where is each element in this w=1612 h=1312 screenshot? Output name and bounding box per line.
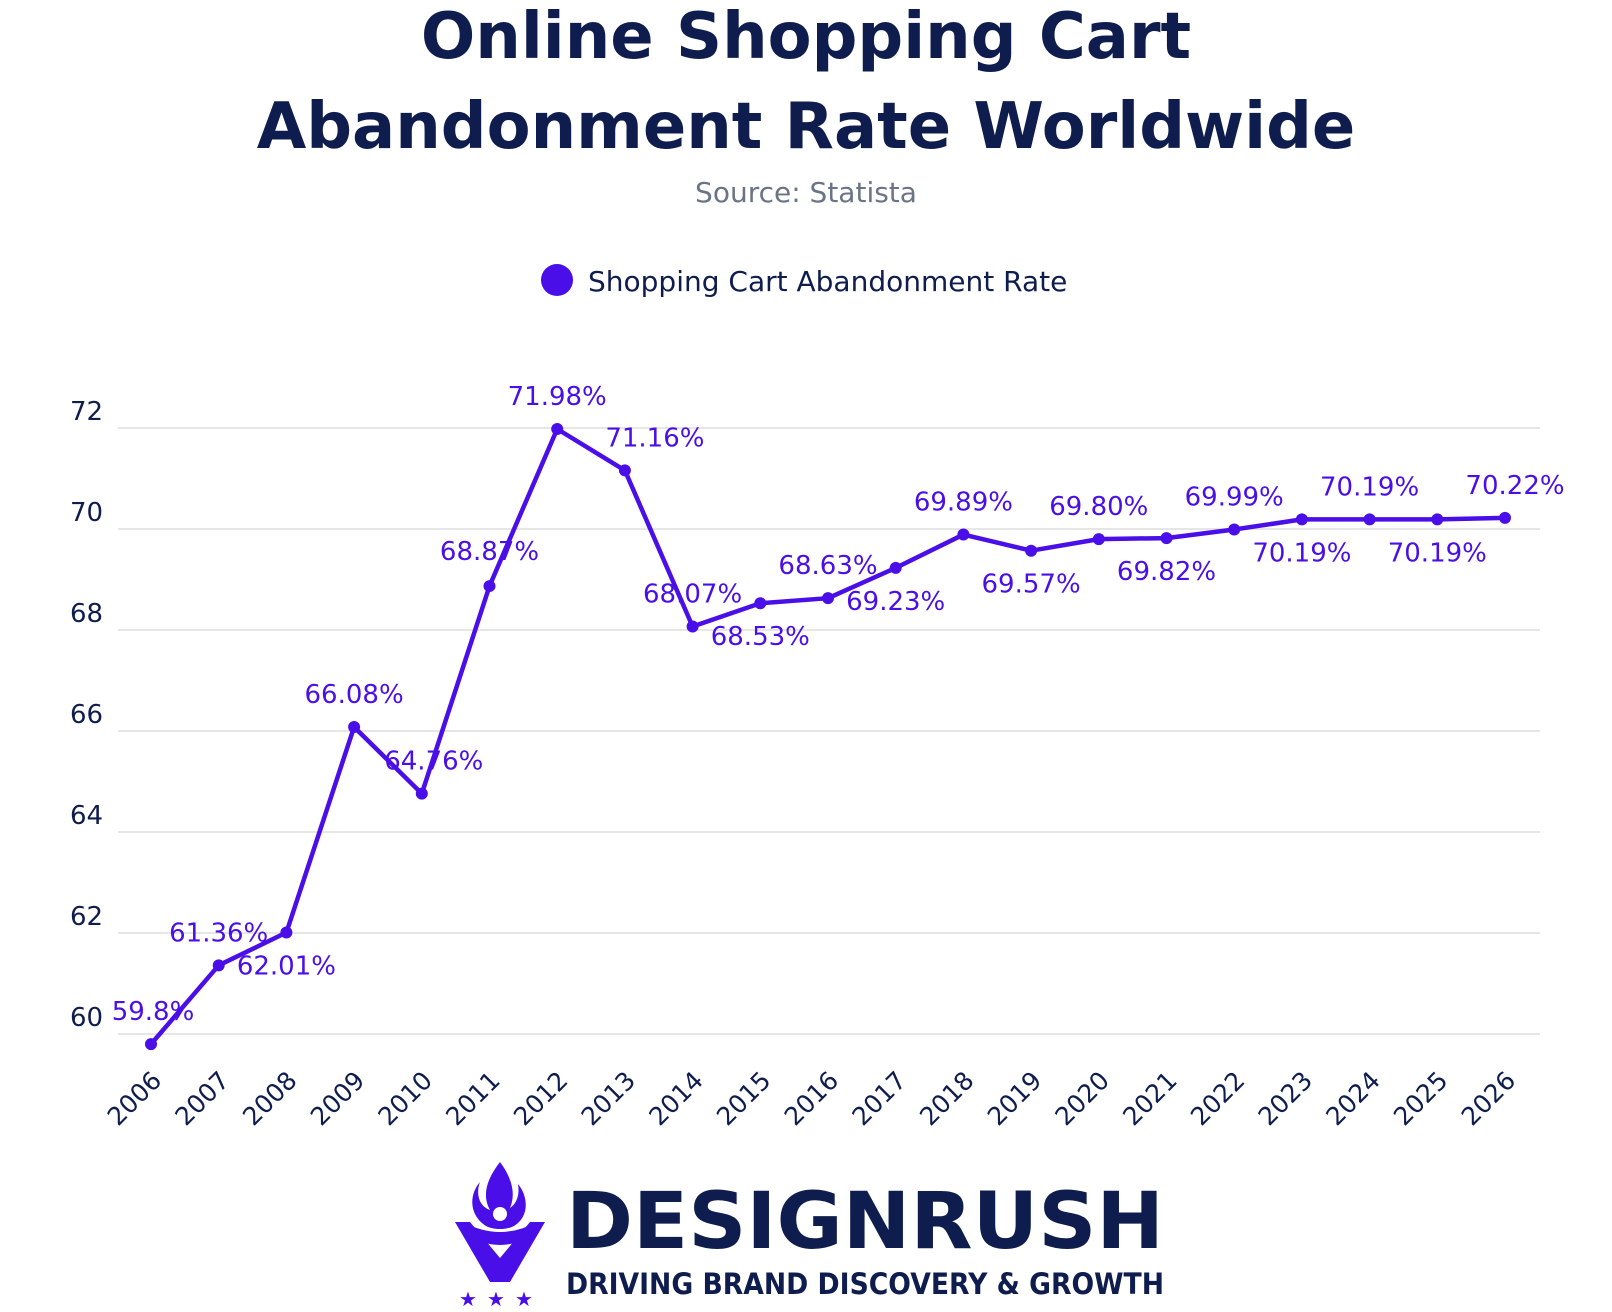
x-tick-label: 2006: [102, 1066, 167, 1131]
x-tick-label: 2022: [1185, 1066, 1250, 1131]
x-tick-label: 2018: [914, 1066, 979, 1131]
data-point: [618, 464, 631, 477]
data-point: [1499, 511, 1511, 524]
x-tick-label: 2019: [982, 1066, 1047, 1131]
y-tick-label: 64: [70, 801, 103, 831]
data-point: [957, 528, 970, 541]
legend-marker: [541, 264, 573, 296]
y-tick-label: 72: [70, 397, 103, 427]
chart-legend: Shopping Cart Abandonment Rate: [541, 264, 1067, 298]
data-point: [1092, 533, 1105, 546]
data-point: [1295, 513, 1308, 526]
data-point: [754, 597, 767, 610]
x-tick-label: 2007: [169, 1066, 234, 1131]
data-point: [1431, 513, 1444, 526]
data-label: 69.23%: [846, 587, 945, 617]
chart-title-line-2: Abandonment Rate Worldwide: [257, 90, 1356, 164]
data-point: [551, 423, 564, 436]
data-label: 62.01%: [237, 951, 336, 981]
brand-name: DESIGNRUSH: [566, 1177, 1164, 1267]
x-tick-label: 2020: [1050, 1066, 1115, 1131]
x-tick-label: 2009: [305, 1066, 370, 1131]
star-icon: ★: [515, 1287, 533, 1311]
x-tick-label: 2011: [440, 1066, 505, 1131]
star-icon: ★: [459, 1287, 477, 1311]
x-tick-label: 2023: [1253, 1066, 1318, 1131]
y-axis-ticks: 60 62 64 66 68 70 72: [70, 397, 103, 1033]
y-tick-label: 68: [70, 599, 103, 629]
data-label: 71.98%: [508, 382, 607, 412]
y-tick-label: 60: [70, 1003, 103, 1033]
x-tick-label: 2015: [711, 1066, 776, 1131]
y-tick-label: 62: [70, 902, 103, 932]
series-shopping-cart-abandonment-rate: [145, 423, 1511, 1051]
data-point: [1160, 532, 1173, 545]
star-icon: ★: [487, 1287, 505, 1311]
data-point: [822, 592, 834, 605]
x-axis-ticks: 2006 2007 2008 2009 2010 2011 2012 2013 2014 2015…: [102, 1066, 1521, 1131]
x-tick-label: 2013: [576, 1066, 641, 1131]
data-label: 69.80%: [1049, 492, 1148, 522]
data-label: 69.82%: [1117, 557, 1216, 587]
data-label: 70.22%: [1465, 471, 1564, 501]
data-point: [280, 926, 293, 939]
data-point: [889, 561, 902, 574]
data-label: 66.08%: [305, 680, 404, 710]
data-label: 68.07%: [643, 579, 742, 609]
brand-logo: ★ ★ ★ DESIGNRUSH DRIVING BRAND DISCOVERY…: [455, 1162, 1164, 1311]
data-label: 64.76%: [384, 747, 483, 777]
data-point: [348, 720, 361, 733]
chart-title-line-1: Online Shopping Cart: [421, 0, 1191, 74]
data-label: 61.36%: [169, 918, 268, 948]
data-point: [1363, 513, 1376, 526]
data-label: 69.89%: [914, 488, 1013, 518]
data-label: 69.57%: [982, 570, 1081, 600]
data-point: [686, 620, 699, 633]
x-tick-label: 2010: [373, 1066, 438, 1131]
x-tick-label: 2017: [846, 1066, 911, 1131]
x-tick-label: 2025: [1388, 1066, 1453, 1131]
chart-source: Source: Statista: [695, 176, 917, 209]
data-point: [1228, 523, 1241, 536]
y-tick-label: 70: [70, 498, 103, 528]
data-label: 59.8%: [112, 997, 195, 1027]
legend-label: Shopping Cart Abandonment Rate: [588, 265, 1067, 298]
x-tick-label: 2016: [779, 1066, 844, 1131]
flame-shield-logo-icon: ★ ★ ★: [455, 1162, 545, 1311]
data-label: 68.63%: [778, 551, 877, 581]
data-point: [212, 959, 225, 972]
data-labels: 59.8% 61.36%62.01% 66.08% 64.76% 68.87% 71.98…: [112, 382, 1565, 1027]
data-point: [483, 580, 496, 593]
y-tick-label: 66: [70, 700, 103, 730]
data-point: [415, 787, 428, 800]
data-label: 68.53%: [711, 622, 810, 652]
x-tick-label: 2021: [1117, 1066, 1182, 1131]
x-tick-label: 2024: [1320, 1066, 1385, 1131]
x-tick-label: 2014: [643, 1066, 708, 1131]
data-label: 70.19%: [1252, 538, 1351, 568]
data-point: [145, 1038, 157, 1051]
data-label: 69.99%: [1185, 483, 1284, 513]
x-tick-label: 2026: [1456, 1066, 1521, 1131]
brand-tagline: DRIVING BRAND DISCOVERY & GROWTH: [566, 1267, 1164, 1301]
data-label: 68.87%: [440, 537, 539, 567]
data-point: [1025, 544, 1038, 557]
data-label: 70.19%: [1388, 538, 1487, 568]
x-tick-label: 2008: [237, 1066, 302, 1131]
x-tick-label: 2012: [508, 1066, 573, 1131]
data-label: 70.19%: [1320, 472, 1419, 502]
data-label: 71.16%: [605, 423, 704, 453]
